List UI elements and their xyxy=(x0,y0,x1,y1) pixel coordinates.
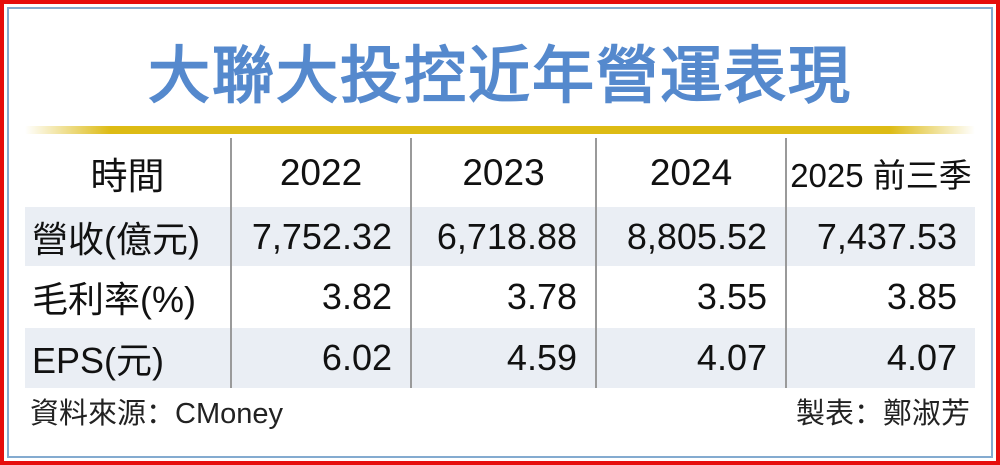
row-label-gross-margin: 毛利率(%) xyxy=(32,279,196,320)
column-header-time: 時間 xyxy=(90,155,165,197)
column-header-2025q3: 2025 前三季 xyxy=(785,138,975,207)
column-header-2022: 2022 xyxy=(230,138,410,207)
cell-eps-2022: 6.02 xyxy=(230,328,410,388)
table-credit-label: 製表：鄭淑芳 xyxy=(795,398,970,430)
performance-table: 時間 2022 2023 2024 2025 前三季 營收(億元) 7,752.… xyxy=(25,138,975,388)
gold-divider-bar xyxy=(25,126,975,134)
cell-eps-2024: 4.07 xyxy=(595,328,785,388)
data-source-label: 資料來源：CMoney xyxy=(30,398,283,430)
inner-frame: 大聯大投控近年營運表現 時間 2022 2023 2024 2025 前三季 營… xyxy=(7,7,993,458)
cell-revenue-2025q3: 7,437.53 xyxy=(785,207,975,266)
cell-revenue-2023: 6,718.88 xyxy=(410,207,595,266)
cell-eps-2023: 4.59 xyxy=(410,328,595,388)
cell-revenue-2022: 7,752.32 xyxy=(230,207,410,266)
cell-revenue-2024: 8,805.52 xyxy=(595,207,785,266)
cell-gross-margin-2025q3: 3.85 xyxy=(785,266,975,328)
column-header-2023: 2023 xyxy=(410,138,595,207)
row-label-eps: EPS(元) xyxy=(25,328,230,388)
cell-gross-margin-2024: 3.55 xyxy=(595,266,785,328)
cell-gross-margin-2022: 3.82 xyxy=(230,266,410,328)
cell-eps-2025q3: 4.07 xyxy=(785,328,975,388)
column-header-2024: 2024 xyxy=(595,138,785,207)
page-title: 大聯大投控近年營運表現 xyxy=(147,42,852,111)
row-label-revenue: 營收(億元) xyxy=(25,207,230,266)
cell-gross-margin-2023: 3.78 xyxy=(410,266,595,328)
